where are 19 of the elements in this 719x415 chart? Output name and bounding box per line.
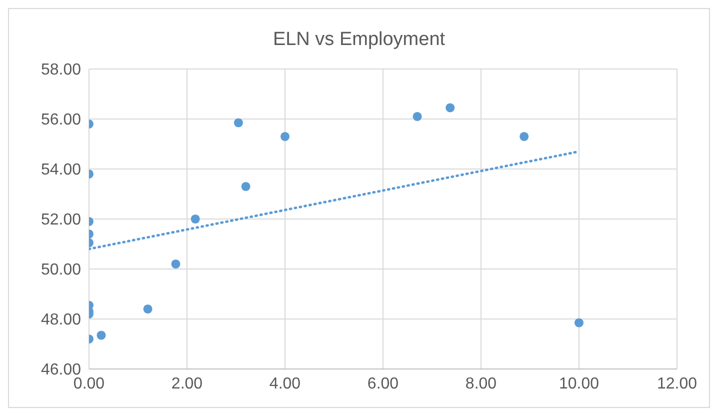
y-tick-label: 48.00 [40, 312, 82, 329]
point [520, 132, 529, 142]
x-tick-label: 4.00 [269, 375, 301, 392]
point [446, 103, 455, 112]
point [241, 182, 250, 192]
x-tick-label: 6.00 [367, 375, 399, 392]
point [574, 318, 584, 328]
point [280, 132, 290, 142]
x-tick-label: 8.00 [465, 375, 497, 392]
x-tick-label: 10.00 [558, 375, 600, 392]
y-tick-label: 58.00 [40, 62, 82, 79]
y-tick-label: 56.00 [40, 112, 82, 129]
y-tick-label: 54.00 [40, 162, 82, 179]
y-tick-label: 52.00 [40, 212, 82, 229]
y-tick-label: 50.00 [40, 262, 82, 279]
x-tick-label: 2.00 [171, 375, 203, 392]
x-tick-label: 12.00 [656, 375, 698, 392]
point [412, 112, 422, 122]
chart-title: ELN vs Employment [272, 28, 446, 52]
